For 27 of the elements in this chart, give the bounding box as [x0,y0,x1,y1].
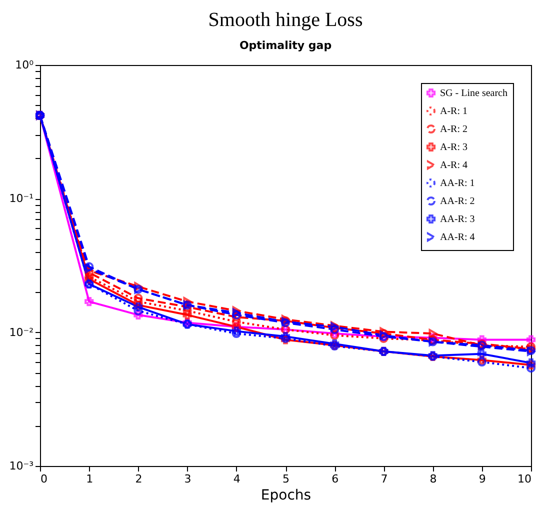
legend-label: AA-R: 4 [440,232,475,243]
y-tick-label: 10⁻² [9,326,34,339]
x-tick-label: 9 [478,472,486,486]
x-tick-label: 5 [282,472,290,486]
legend-label: SG - Line search [440,88,508,99]
legend-label: A-R: 4 [440,160,468,171]
y-tick-label: 10⁰ [15,58,34,72]
chart-subtitle: Optimality gap [239,39,332,52]
legend-label: AA-R: 1 [440,178,475,189]
legend-label: A-R: 2 [440,124,468,135]
y-tick-label: 10⁻¹ [9,192,34,206]
x-tick-label: 10 [518,472,532,486]
x-tick-label: 4 [233,472,240,486]
y-tick-label: 10⁻³ [9,460,34,472]
x-tick-label: 3 [184,472,192,486]
x-tick-label: 0 [40,472,48,486]
x-tick-label: 8 [430,472,437,486]
x-tick-label: 1 [86,472,94,486]
x-tick-label: 2 [135,472,142,486]
chart-title: Smooth hinge Loss [208,9,363,31]
legend-label: AA-R: 3 [440,214,475,225]
x-tick-label: 7 [380,472,388,486]
x-tick-label: 6 [332,472,339,486]
legend-label: A-R: 1 [440,106,468,117]
legend-label: AA-R: 2 [440,196,475,207]
x-axis-title: Epochs [260,488,312,504]
legend-label: A-R: 3 [440,142,468,153]
